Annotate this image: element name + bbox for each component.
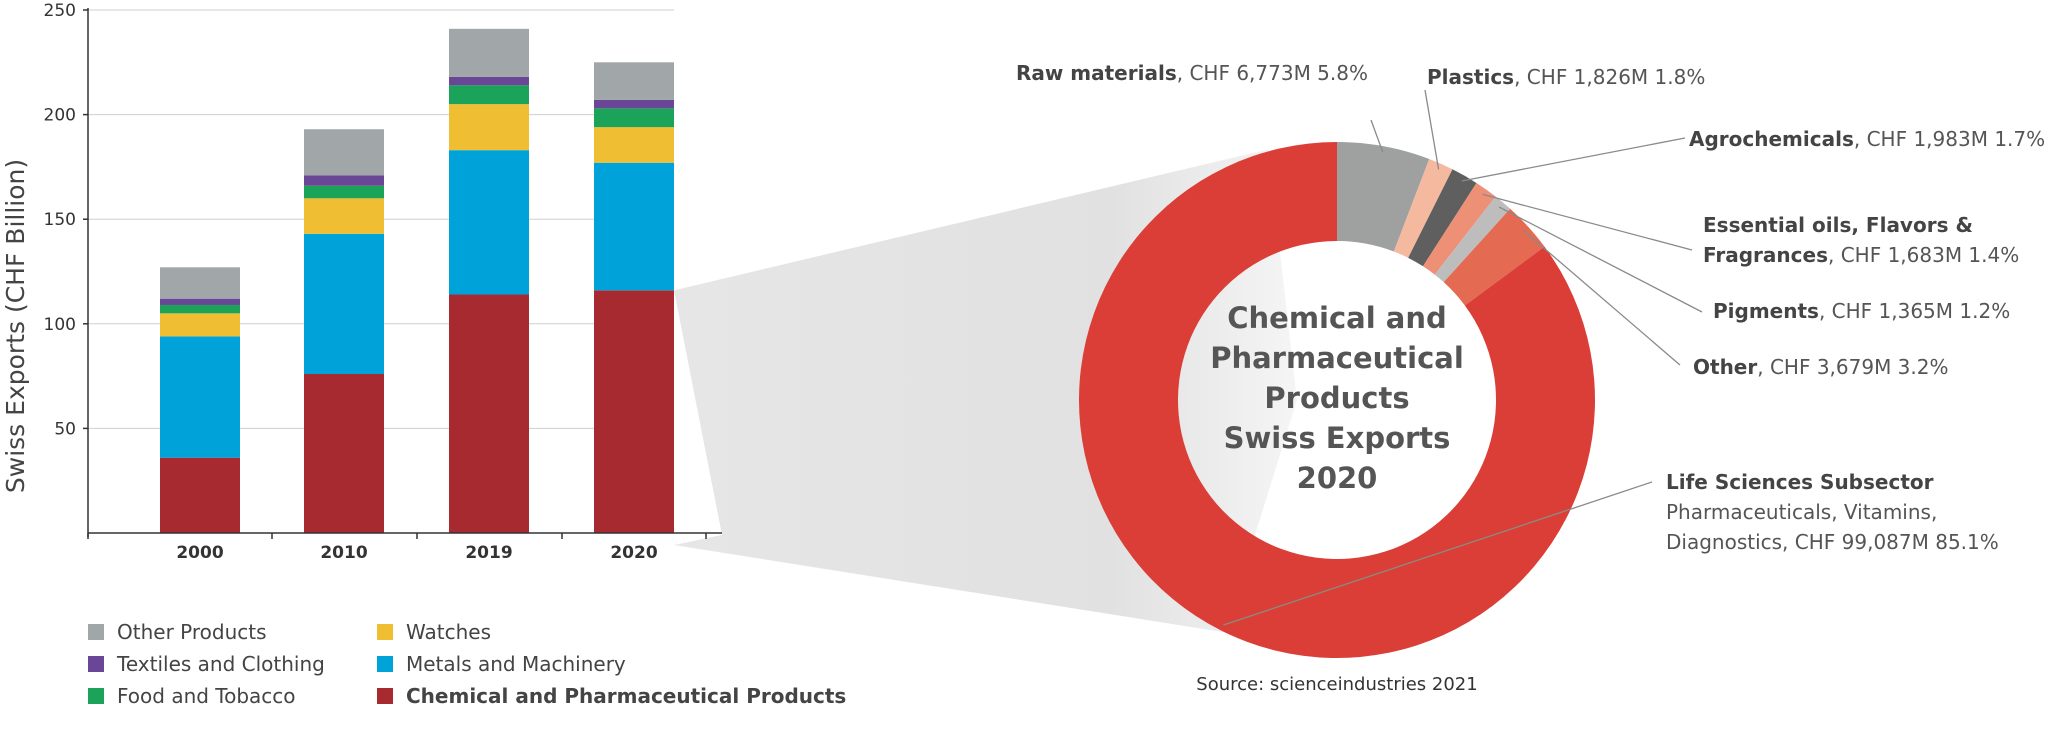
center-title-line: Swiss Exports [1224, 421, 1451, 455]
donut-center-title: Chemical and Pharmaceutical Products Swiss … [1210, 301, 1464, 495]
legend-item: Other Products [88, 620, 267, 644]
bar-segment [449, 85, 529, 105]
bar-segment [304, 374, 384, 533]
bar-segment [304, 185, 384, 199]
legend-label: Food and Tobacco [117, 684, 296, 708]
bar-segment [594, 108, 674, 128]
center-title-line: Products [1264, 381, 1409, 415]
bar-segment [594, 62, 674, 100]
donut-slice [1337, 142, 1430, 252]
legend-swatch [377, 688, 393, 704]
legend-item: Watches [377, 620, 491, 644]
slice-label: Life Sciences Subsector [1666, 470, 1934, 494]
leader-line [1523, 230, 1681, 366]
y-tick-label: 50 [54, 419, 76, 439]
center-title-line: 2020 [1297, 461, 1378, 495]
y-axis-label: Swiss Exports (CHF Billion) [1, 159, 30, 493]
donut-slice [1078, 142, 1595, 659]
bar-segment [594, 99, 674, 109]
bar-stack-2020 [594, 62, 674, 533]
leader-line [1498, 206, 1703, 313]
slice-label: Plastics, CHF 1,826M 1.8% [1427, 65, 1705, 89]
slice-label: Raw materials, CHF 6,773M 5.8% [1016, 61, 1368, 85]
legend-item: Textiles and Clothing [88, 652, 325, 676]
legend-swatch [377, 624, 393, 640]
bar-segment [449, 104, 529, 151]
slice-label: Fragrances, CHF 1,683M 1.4% [1703, 243, 2019, 267]
leader-line [1461, 137, 1686, 182]
bar-segment [594, 290, 674, 533]
bar-segment [160, 457, 240, 533]
legend-swatch [88, 656, 104, 672]
y-tick-label: 250 [44, 1, 76, 21]
donut-slice [1408, 169, 1477, 267]
axes [83, 8, 722, 539]
slice-label: Pigments, CHF 1,365M 1.2% [1713, 299, 2010, 323]
bar-segment [160, 336, 240, 458]
leader-line [1424, 89, 1440, 170]
donut-slice [1393, 159, 1453, 258]
bar-segment [449, 294, 529, 533]
donut-slice [1443, 208, 1545, 306]
bar-stack-2000 [160, 267, 240, 533]
bar-segment [160, 298, 240, 305]
bar-segment [449, 28, 529, 77]
bar-segment [160, 304, 240, 314]
bar-segment [160, 313, 240, 337]
donut-slice [1422, 182, 1496, 275]
slice-label: Diagnostics, CHF 99,087M 85.1% [1666, 530, 1999, 554]
donut-chart [1078, 142, 1595, 659]
slice-labels: Raw materials, CHF 6,773M 5.8% Plastics, … [1016, 61, 2045, 554]
bar-segment [304, 175, 384, 186]
y-tick-labels: 50 100 150 200 250 [44, 1, 76, 439]
x-tick-label: 2000 [176, 543, 223, 563]
leader-line [1370, 119, 1384, 153]
leader-line [1482, 193, 1693, 251]
legend-label: Metals and Machinery [406, 652, 626, 676]
bar-stack-2019 [449, 28, 529, 533]
legend-item: Metals and Machinery [377, 652, 626, 676]
legend-item: Food and Tobacco [88, 684, 296, 708]
legend-label: Chemical and Pharmaceutical Products [406, 684, 846, 708]
x-tick-labels: 2000 2010 2019 2020 [176, 543, 657, 563]
slice-label: Pharmaceuticals, Vitamins, [1666, 500, 1937, 524]
slice-label: Other, CHF 3,679M 3.2% [1693, 355, 1949, 379]
slice-label: Essential oils, Flavors & [1703, 213, 1973, 237]
slice-label: Agrochemicals, CHF 1,983M 1.7% [1689, 127, 2045, 151]
bar-segment [449, 150, 529, 295]
bar-segment [594, 162, 674, 291]
donut-slice [1434, 196, 1511, 283]
bar-segment [449, 76, 529, 86]
x-tick-label: 2019 [465, 543, 512, 563]
legend-label: Watches [406, 620, 491, 644]
bar-segment [304, 233, 384, 375]
legend-label: Other Products [117, 620, 267, 644]
center-title-line: Chemical and [1227, 301, 1447, 335]
legend-swatch [88, 624, 104, 640]
y-tick-label: 150 [44, 210, 76, 230]
leader-lines [1223, 89, 1703, 626]
x-tick-label: 2010 [320, 543, 367, 563]
stacked-bars [160, 28, 674, 533]
x-tick-label: 2020 [610, 543, 657, 563]
bar-segment [304, 129, 384, 176]
source-note: Source: scienceindustries 2021 [1196, 674, 1477, 695]
leader-line [1223, 481, 1653, 626]
bar-segment [160, 267, 240, 299]
center-title-line: Pharmaceutical [1210, 341, 1464, 375]
legend-swatch [377, 656, 393, 672]
legend-swatch [88, 688, 104, 704]
bar-segment [594, 127, 674, 163]
legend-item: Chemical and Pharmaceutical Products [377, 684, 846, 708]
legend-label: Textiles and Clothing [116, 652, 325, 676]
y-tick-label: 200 [44, 106, 76, 126]
bar-segment [304, 198, 384, 234]
legend: Other Products Textiles and Clothing Food … [88, 620, 846, 708]
bar-stack-2010 [304, 129, 384, 533]
y-tick-label: 100 [44, 315, 76, 335]
